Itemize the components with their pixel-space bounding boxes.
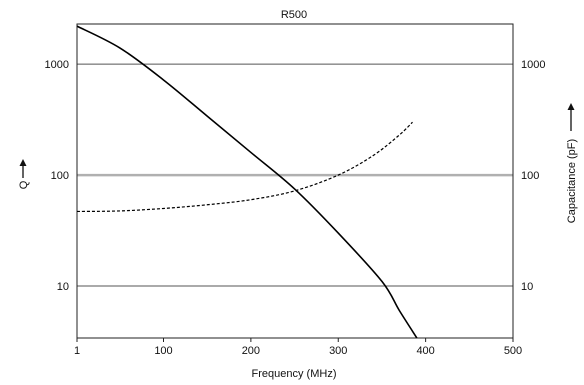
- y-axis-left-arrow-icon: [19, 159, 27, 166]
- x-tick-label: 500: [504, 345, 522, 357]
- x-tick-label: 200: [242, 345, 260, 357]
- y-tick-labels-left: 10 100 1000: [45, 59, 69, 293]
- x-tick-label: 1: [74, 345, 80, 357]
- chart-title: R500: [281, 9, 307, 21]
- gridlines: [77, 63, 513, 287]
- x-tick-label: 100: [154, 345, 172, 357]
- series-line-1-solid: [76, 25, 418, 339]
- series-lines: [76, 25, 418, 339]
- y-tick-label-right: 10: [521, 281, 533, 293]
- y-tick-labels-right: 10 100 1000: [521, 59, 545, 293]
- y-tick-label-right: 100: [521, 170, 539, 182]
- y-axis-label-right-text: Capacitance (pF): [566, 139, 578, 223]
- series-line-2-dashed: [76, 121, 413, 213]
- y-axis-label-left-text: Q: [18, 180, 30, 189]
- y-axis-label-right: Capacitance (pF): [566, 103, 578, 223]
- x-tick-labels: 1 100 200 300 400 500: [74, 338, 522, 357]
- y-axis-right-arrow-icon: [567, 103, 575, 110]
- plot-frame: [76, 23, 514, 339]
- x-tick-label: 300: [329, 345, 347, 357]
- y-tick-label-right: 1000: [521, 59, 545, 71]
- y-tick-label-left: 1000: [45, 59, 69, 71]
- y-tick-label-left: 100: [51, 170, 69, 182]
- y-axis-label-left: Q: [18, 159, 30, 189]
- y-tick-label-left: 10: [57, 281, 69, 293]
- x-tick-label: 400: [416, 345, 434, 357]
- x-axis-label: Frequency (MHz): [252, 368, 337, 380]
